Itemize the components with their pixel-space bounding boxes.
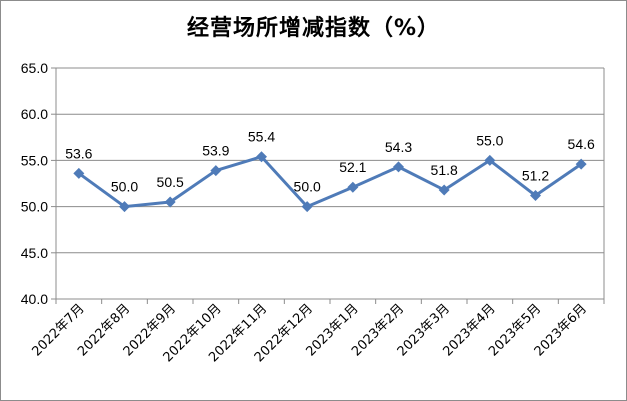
- data-point-marker: [484, 154, 496, 166]
- series-polyline: [77, 155, 583, 209]
- data-label: 50.0: [111, 179, 138, 195]
- data-labels: 53.6 50.0 50.5 53.9 55.4 50.0 52.1 54.3 51.8 55.0…: [65, 129, 595, 195]
- gridlines: [55, 67, 605, 300]
- chart-title: 经营场所增减指数（%）: [186, 16, 441, 41]
- data-point-marker: [164, 196, 176, 208]
- data-point-marker: [347, 181, 359, 193]
- data-label: 53.6: [65, 145, 92, 161]
- data-point-marker: [73, 167, 85, 179]
- data-point-marker: [393, 161, 404, 173]
- data-point-marker: [575, 158, 587, 170]
- series-markers: [73, 151, 587, 213]
- data-label: 51.8: [431, 162, 458, 178]
- x-axis: 2022年7月2022年8月2022年9月2022年10月2022年11月202…: [29, 299, 605, 365]
- y-tick-label: 55.0: [21, 152, 48, 168]
- data-point-marker: [530, 190, 541, 202]
- data-point-marker: [301, 201, 313, 213]
- y-tick-label: 50.0: [21, 199, 48, 215]
- data-label: 50.5: [157, 174, 184, 190]
- data-label: 51.2: [522, 168, 549, 184]
- y-tick-label: 60.0: [21, 106, 48, 122]
- data-point-marker: [210, 165, 222, 177]
- data-point-marker: [256, 151, 267, 163]
- y-tick-label: 45.0: [21, 245, 48, 261]
- data-label: 50.0: [294, 179, 321, 195]
- data-label: 52.1: [339, 159, 366, 175]
- data-label: 53.9: [202, 143, 229, 159]
- data-label: 54.3: [385, 139, 412, 155]
- y-axis-ticks: 40.0 45.0 50.0 55.0 60.0 65.0: [21, 60, 56, 307]
- series-line: [77, 155, 583, 209]
- y-tick-label: 40.0: [21, 291, 48, 307]
- data-label: 55.4: [248, 129, 275, 145]
- data-point-marker: [119, 201, 130, 213]
- data-label: 55.0: [476, 132, 503, 148]
- y-tick-label: 65.0: [21, 60, 48, 76]
- data-label: 54.6: [568, 136, 595, 152]
- data-point-marker: [438, 184, 450, 196]
